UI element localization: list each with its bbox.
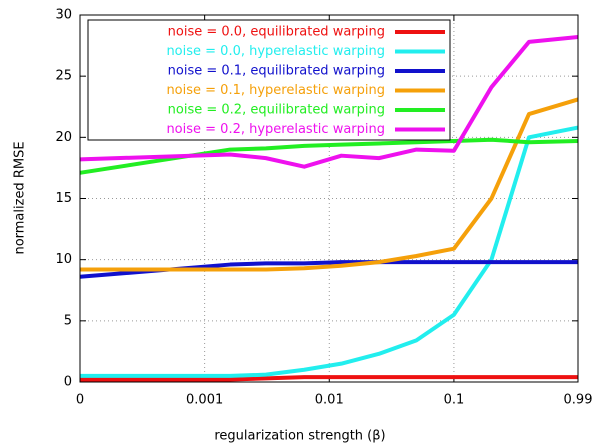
y-tick-label: 10 <box>55 252 72 267</box>
series-line <box>79 137 579 175</box>
legend-label: noise = 0.1, equilibrated warping <box>168 64 385 79</box>
y-tick-label: 20 <box>55 130 72 145</box>
legend-label: noise = 0.0, hyperelastic warping <box>166 44 385 59</box>
x-tick-label: 0.001 <box>186 393 223 408</box>
x-tick-label: 0.01 <box>315 393 344 408</box>
plot-frame <box>79 14 579 383</box>
x-tick-label: 0.99 <box>564 393 593 408</box>
x-tick-label: 0 <box>76 393 84 408</box>
y-axis-label: normalized RMSE <box>13 141 28 254</box>
legend-box <box>87 19 451 141</box>
series-line <box>80 97 579 272</box>
y-tick-label: 15 <box>55 191 72 206</box>
y-tick-label: 0 <box>64 375 72 390</box>
series-line <box>80 125 579 378</box>
y-tick-label: 25 <box>55 69 72 84</box>
x-tick-label: 0.1 <box>444 393 465 408</box>
legend-label: noise = 0.1, hyperelastic warping <box>166 83 385 98</box>
legend-label: noise = 0.2, hyperelastic warping <box>166 122 385 137</box>
x-axis-label: regularization strength (β) <box>214 429 385 444</box>
legend-label: noise = 0.0, equilibrated warping <box>168 25 385 40</box>
legend-label: noise = 0.2, equilibrated warping <box>168 103 385 118</box>
series-line <box>80 375 578 382</box>
series-line <box>79 35 579 169</box>
y-tick-label: 30 <box>55 8 72 23</box>
y-tick-label: 5 <box>64 313 72 328</box>
